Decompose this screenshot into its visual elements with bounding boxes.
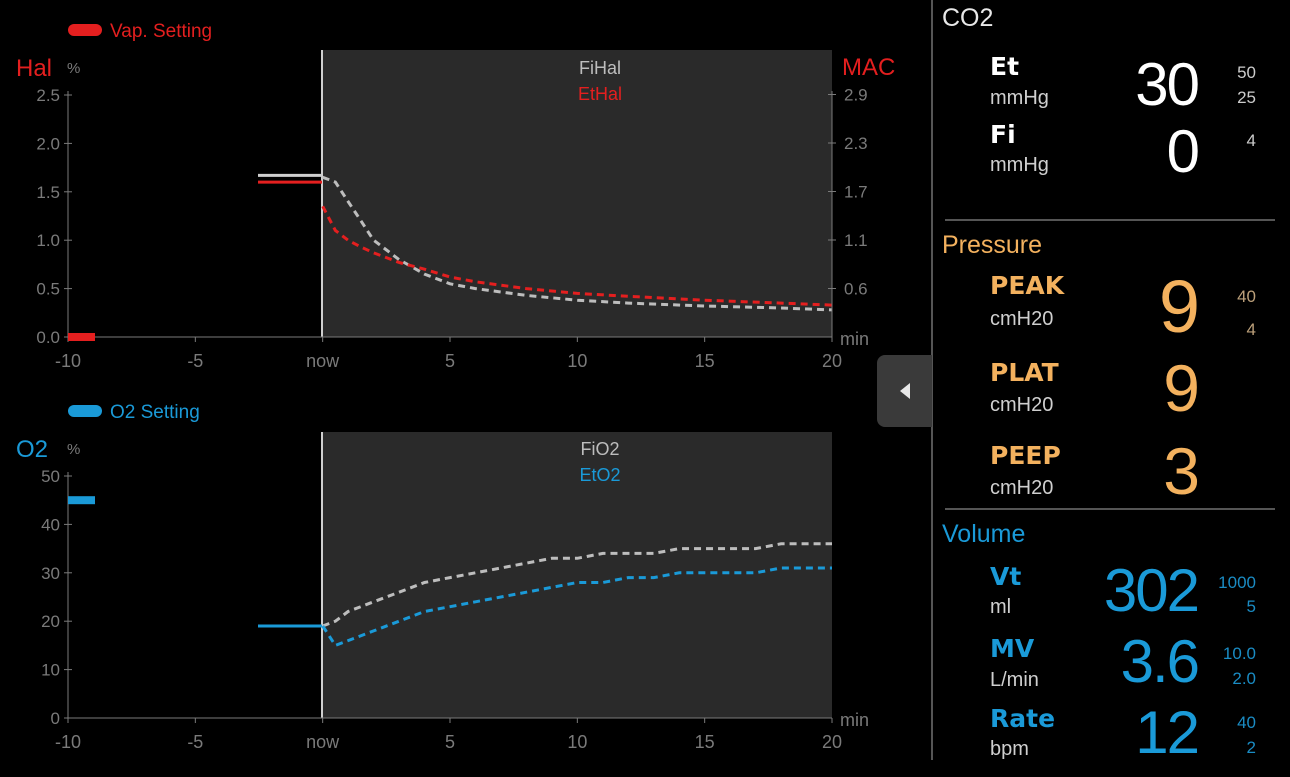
y-tick-label: 20 — [41, 612, 60, 631]
right-axis-title: MAC — [842, 54, 895, 81]
y-tick-label: 40 — [41, 515, 60, 534]
peak-high-limit[interactable]: 40 — [1237, 287, 1256, 306]
trace-label-et: EtHal — [578, 84, 622, 104]
mv-value[interactable]: 3.6 — [1120, 628, 1200, 695]
right-tick-label: 0.6 — [844, 280, 868, 299]
vt-unit: ml — [990, 596, 1012, 618]
mv-low-limit[interactable]: 2.0 — [1232, 669, 1256, 688]
plat-label: PLAT — [990, 358, 1059, 387]
co2-et-value[interactable]: 30 — [1135, 51, 1200, 118]
x-tick-label: -5 — [187, 732, 203, 752]
legend-label: O2 Setting — [110, 402, 200, 423]
y-axis-title: Hal — [16, 55, 52, 82]
plat-value[interactable]: 9 — [1163, 351, 1200, 425]
trend-panel — [322, 50, 832, 337]
peak-low-limit[interactable]: 4 — [1246, 320, 1256, 339]
y-tick-label: 0.0 — [36, 328, 60, 347]
y-axis-unit: % — [67, 441, 80, 458]
y-tick-label: 2.0 — [36, 134, 60, 153]
peak-unit: cmH20 — [990, 308, 1054, 330]
section-divider — [945, 508, 1275, 510]
x-tick-label: 10 — [567, 732, 587, 752]
mv-high-limit[interactable]: 10.0 — [1222, 644, 1256, 663]
rate-unit: bpm — [990, 738, 1029, 760]
y-axis-title: O2 — [16, 436, 48, 463]
series-line-fihal — [322, 175, 833, 312]
series-line-fio2 — [322, 542, 832, 628]
x-tick-label: -5 — [187, 351, 203, 371]
right-tick-label: 1.1 — [844, 231, 868, 250]
series-line-eto2 — [321, 566, 832, 648]
right-tick-label: 2.3 — [844, 134, 868, 153]
x-tick-label: -10 — [55, 732, 81, 752]
y-tick-label: 2.5 — [36, 86, 60, 105]
y-tick-label: 30 — [41, 564, 60, 583]
x-tick-label: -10 — [55, 351, 81, 371]
x-unit-label: min — [840, 329, 869, 349]
pressure-section-title: Pressure — [942, 231, 1043, 259]
x-tick-label: 10 — [567, 351, 587, 371]
co2-et-unit: mmHg — [990, 87, 1049, 109]
co2-et-low-limit[interactable]: 25 — [1237, 88, 1256, 107]
co2-et-label: Et — [990, 52, 1020, 81]
rate-high-limit[interactable]: 40 — [1237, 713, 1256, 732]
y-tick-label: 0.5 — [36, 280, 60, 299]
mv-label: MV — [990, 634, 1035, 663]
vt-value[interactable]: 302 — [1103, 557, 1200, 624]
co2-section-title: CO2 — [942, 4, 994, 32]
y-tick-label: 50 — [41, 467, 60, 486]
co2-fi-value[interactable]: 0 — [1166, 118, 1200, 185]
trace-label-fi: FiO2 — [580, 439, 619, 459]
rate-low-limit[interactable]: 2 — [1246, 738, 1256, 757]
co2-fi-high-limit[interactable]: 4 — [1246, 131, 1256, 150]
x-tick-label: 5 — [445, 732, 455, 752]
trace-label-et: EtO2 — [579, 465, 620, 485]
peep-unit: cmH20 — [990, 477, 1054, 499]
vap-setting-zero-marker — [68, 333, 95, 341]
section-divider — [945, 219, 1275, 221]
co2-fi-label: Fi — [990, 120, 1016, 149]
collapse-panel-button[interactable] — [877, 355, 932, 427]
peep-value[interactable]: 3 — [1163, 434, 1200, 508]
y-tick-label: 1.0 — [36, 231, 60, 250]
trace-label-fi: FiHal — [579, 58, 621, 78]
vt-high-limit[interactable]: 1000 — [1218, 573, 1256, 592]
x-tick-label: 20 — [822, 732, 842, 752]
x-tick-label: now — [306, 351, 340, 371]
y-tick-label: 0 — [51, 709, 60, 728]
mv-unit: L/min — [990, 669, 1039, 691]
y-tick-label: 10 — [41, 661, 60, 680]
series-line-ethal — [321, 205, 833, 307]
y-axis-unit: % — [67, 60, 80, 77]
right-tick-label: 2.9 — [844, 86, 868, 105]
chevron-left-icon — [899, 383, 910, 399]
right-tick-label: 1.7 — [844, 183, 868, 202]
x-tick-label: 15 — [695, 351, 715, 371]
vt-low-limit[interactable]: 5 — [1246, 597, 1256, 616]
legend-marker — [68, 405, 102, 417]
peak-label: PEAK — [990, 271, 1065, 300]
trend-panel — [322, 432, 832, 718]
x-tick-label: 20 — [822, 351, 842, 371]
y-tick-label: 1.5 — [36, 183, 60, 202]
legend-marker — [68, 24, 102, 36]
co2-fi-unit: mmHg — [990, 154, 1049, 176]
rate-value[interactable]: 12 — [1135, 699, 1200, 766]
o2-setting-marker — [68, 496, 95, 505]
sidebar-divider — [931, 0, 933, 760]
rate-label: Rate — [990, 704, 1056, 733]
co2-et-high-limit[interactable]: 50 — [1237, 63, 1256, 82]
peak-value[interactable]: 9 — [1158, 265, 1200, 348]
x-unit-label: min — [840, 710, 869, 730]
plat-unit: cmH20 — [990, 394, 1054, 416]
volume-section-title: Volume — [942, 520, 1026, 548]
x-tick-label: now — [306, 732, 340, 752]
x-tick-label: 5 — [445, 351, 455, 371]
vt-label: Vt — [990, 562, 1022, 591]
peep-label: PEEP — [990, 441, 1061, 470]
legend-label: Vap. Setting — [110, 21, 212, 42]
x-tick-label: 15 — [695, 732, 715, 752]
